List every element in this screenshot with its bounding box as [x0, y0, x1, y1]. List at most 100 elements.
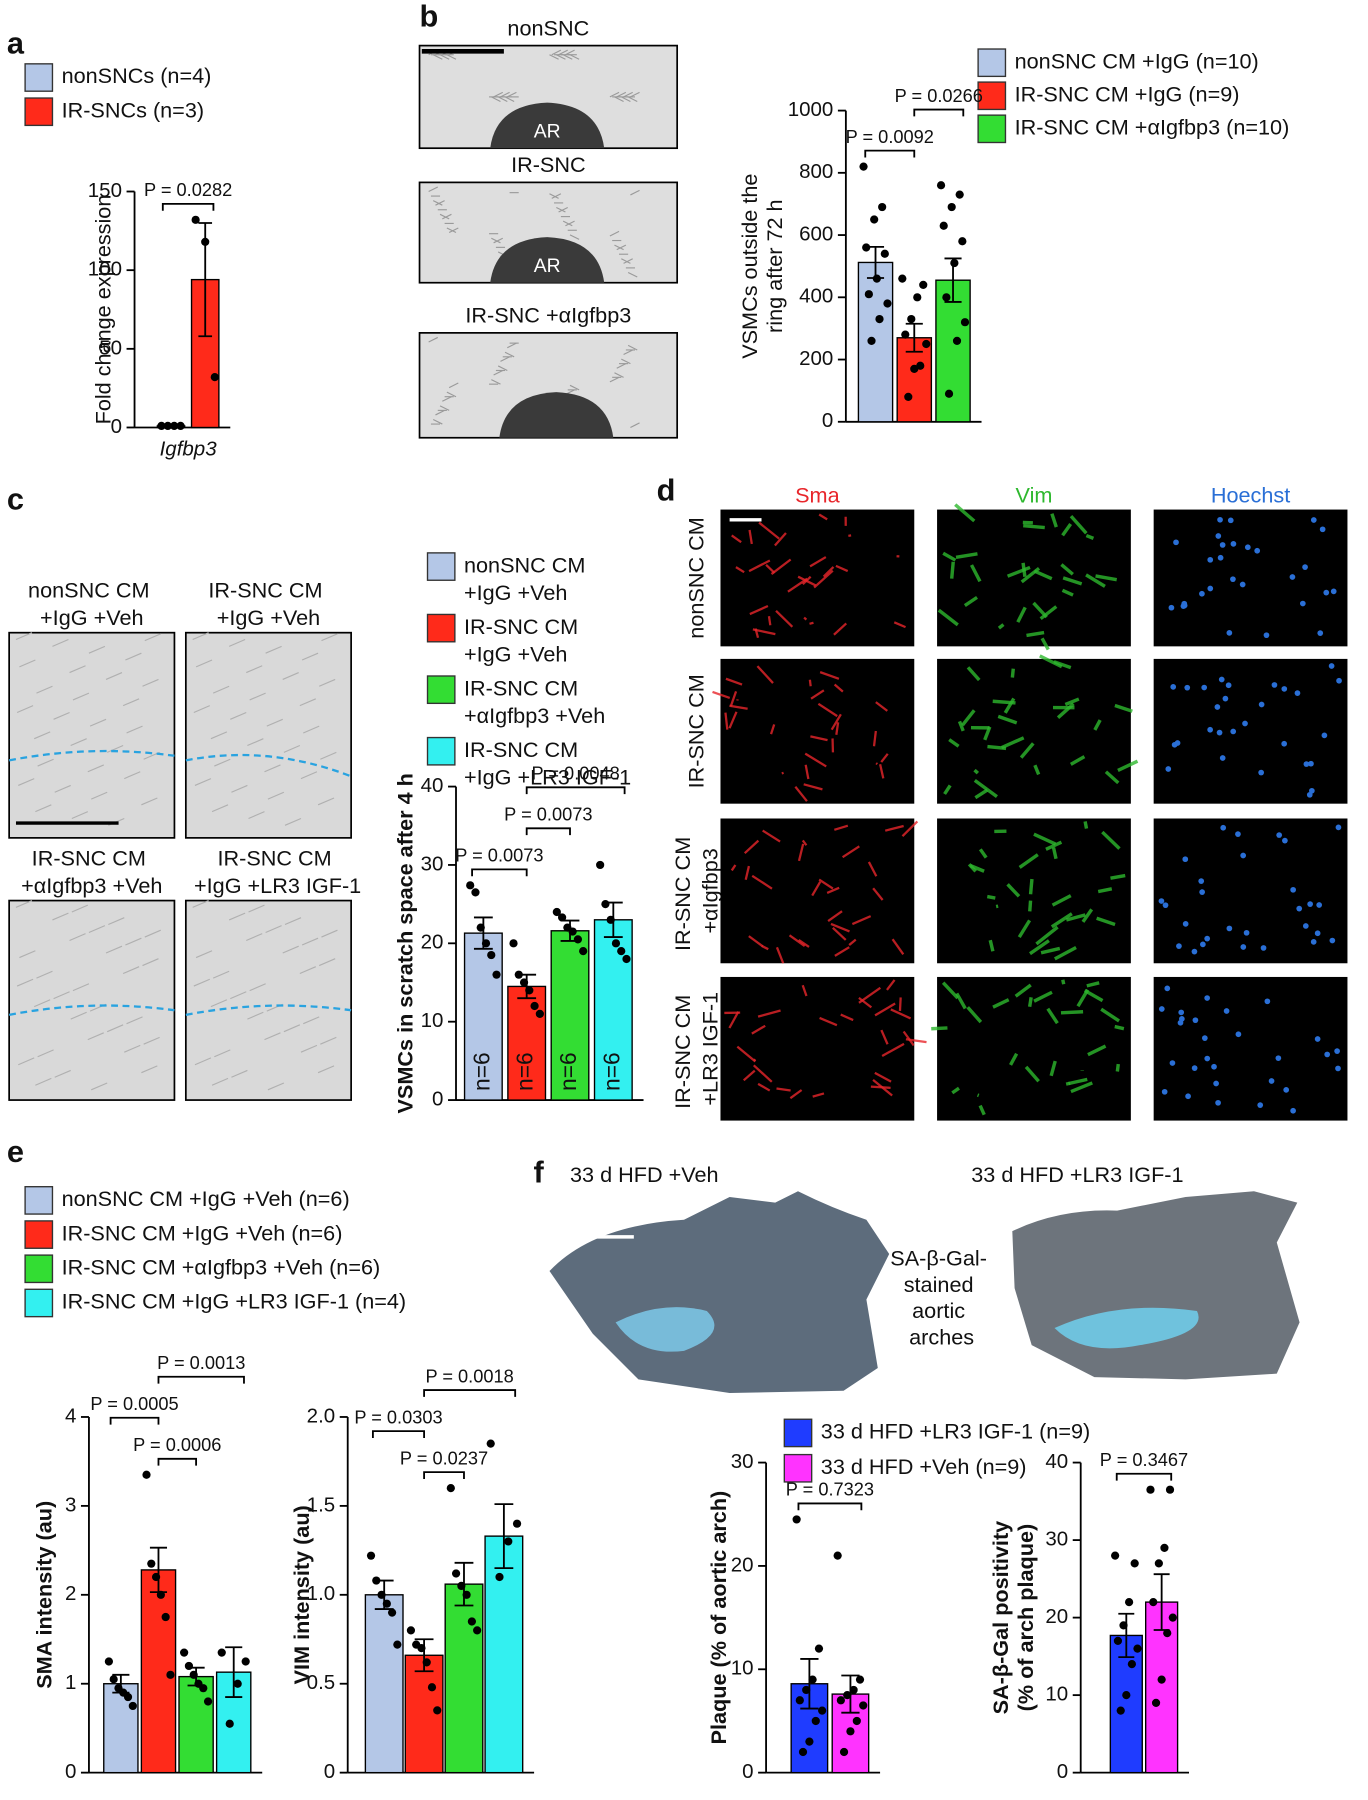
cell-texture [762, 829, 781, 843]
nucleus [1310, 939, 1317, 945]
cell-texture [318, 678, 336, 687]
data-point [910, 364, 919, 373]
cell-texture [230, 991, 247, 1000]
data-point [486, 1439, 495, 1448]
data-point [947, 202, 956, 212]
cell-texture [728, 711, 738, 729]
data-point [1124, 1597, 1134, 1607]
data-point [492, 970, 501, 979]
cell-texture [87, 764, 104, 773]
cell-texture [69, 665, 86, 674]
nucleus [1219, 542, 1226, 548]
cell-texture [141, 1065, 158, 1074]
cell-texture [1032, 601, 1048, 619]
cell-texture [1117, 759, 1139, 772]
data-point [433, 1706, 442, 1715]
cell-texture [1060, 563, 1074, 576]
y-tick-label: 20 [421, 931, 444, 954]
cell-texture [1085, 573, 1106, 588]
cell-texture [551, 193, 562, 199]
cell-texture [898, 997, 902, 1011]
data-point [818, 1706, 827, 1715]
data-point [366, 1551, 376, 1560]
cell-texture [901, 820, 919, 838]
cell-texture [54, 1069, 71, 1078]
p-value: P = 0.0073 [455, 845, 543, 866]
cell-texture [1045, 840, 1063, 851]
cell-texture [809, 621, 814, 625]
cell-texture [742, 1069, 756, 1082]
nucleus [1309, 787, 1315, 794]
nucleus [1281, 740, 1288, 747]
cell-texture [826, 886, 840, 894]
cell-texture [891, 938, 905, 955]
cell-texture [835, 564, 849, 573]
cell-texture [973, 778, 998, 799]
cell-texture [931, 1026, 948, 1031]
cell-texture [974, 788, 989, 800]
cell-texture [144, 929, 161, 938]
y-tick-label: 50 [99, 336, 122, 359]
cell-texture [267, 1082, 285, 1091]
legend-swatch [977, 48, 1007, 78]
cell-texture [493, 91, 504, 98]
data-point [836, 1696, 845, 1705]
p-value: P = 0.0048 [531, 763, 619, 784]
nucleus [1158, 1006, 1165, 1012]
cell-texture [969, 564, 982, 583]
nucleus [1328, 663, 1335, 669]
cell-texture [230, 711, 247, 720]
cell-texture [819, 671, 840, 680]
bar [364, 1594, 404, 1774]
cell-texture [558, 206, 568, 213]
cell-texture [105, 945, 123, 954]
cell-texture [1021, 562, 1027, 577]
data-point [898, 274, 907, 283]
cell-texture [301, 652, 319, 661]
cell-texture [1035, 925, 1059, 946]
cell-texture [1114, 1024, 1125, 1031]
y-tick-label: 20 [1045, 1605, 1068, 1628]
cell-texture [90, 791, 108, 800]
nucleus [1235, 831, 1241, 837]
nucleus [1207, 726, 1213, 733]
cell-texture [193, 978, 211, 987]
data-point [151, 1572, 161, 1582]
y-tick-label: 600 [799, 222, 833, 245]
nucleus [1282, 837, 1288, 844]
cell-texture [743, 839, 760, 855]
cell-texture [228, 638, 246, 647]
data-point [495, 1572, 504, 1582]
nucleus [1227, 517, 1234, 524]
cell-texture [943, 784, 952, 795]
cell-texture [15, 632, 33, 641]
nucleus [1296, 905, 1303, 912]
cell-texture [282, 672, 299, 680]
cell-texture [1050, 513, 1058, 528]
image-label: IR-SNC CM +IgG +Veh [208, 577, 328, 629]
cell-texture [35, 804, 52, 813]
cell-texture [973, 768, 980, 775]
cell-texture [725, 677, 743, 686]
cell-texture [614, 96, 624, 102]
cell-texture [435, 409, 445, 416]
data-point [504, 1537, 513, 1546]
nucleus [1176, 943, 1182, 949]
aortic-ring [490, 237, 605, 283]
cell-texture [616, 363, 627, 369]
cell-texture [446, 391, 457, 398]
cell-texture [884, 824, 904, 832]
cell-texture [300, 771, 318, 780]
nucleus [1165, 766, 1172, 772]
data-point [382, 1599, 391, 1608]
nucleus [1169, 1060, 1176, 1066]
cell-texture [830, 922, 850, 933]
y-tick-label: 2.0 [307, 1404, 336, 1427]
data-point [473, 1626, 482, 1635]
cell-texture [1049, 1060, 1057, 1077]
data-point [1157, 1675, 1166, 1684]
cell-texture [1027, 997, 1033, 1007]
cell-texture [210, 999, 228, 1008]
cell-texture [504, 351, 515, 358]
image-label: 33 d HFD +LR3 IGF-1 [971, 1162, 1183, 1187]
